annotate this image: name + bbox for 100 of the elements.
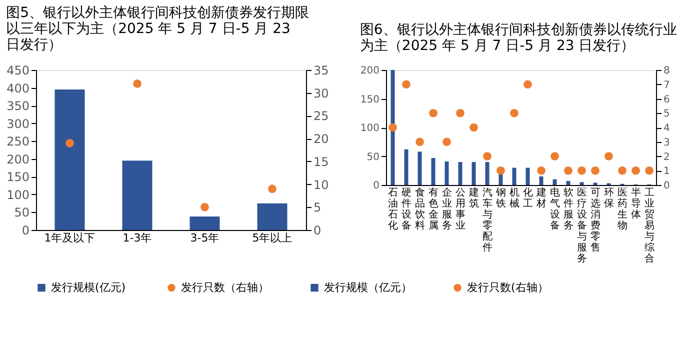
y2-tick-label: 5 bbox=[664, 108, 670, 120]
x-tick-label: 公用事业 bbox=[455, 186, 466, 232]
x-tick-label: 汽车与零配件 bbox=[482, 186, 492, 254]
y2-tick-label: 3 bbox=[664, 137, 670, 148]
y2-tick-label: 7 bbox=[664, 80, 670, 91]
x-tick-label: 1年及以下 bbox=[44, 232, 96, 244]
point bbox=[268, 184, 276, 194]
bar bbox=[54, 90, 85, 230]
bar bbox=[472, 162, 476, 185]
x-tick-label: 5年以上 bbox=[252, 232, 292, 244]
point bbox=[591, 166, 600, 175]
bar bbox=[458, 162, 462, 185]
point bbox=[442, 138, 451, 146]
y2-tick-label: 35 bbox=[314, 64, 329, 78]
y2-tick-label: 20 bbox=[314, 132, 329, 146]
bar bbox=[390, 70, 395, 185]
bar bbox=[418, 152, 422, 185]
y2-tick-label: 8 bbox=[664, 66, 670, 76]
y2-tick-label: 6 bbox=[664, 94, 670, 106]
y-tick-label: 150 bbox=[360, 94, 380, 106]
bar bbox=[552, 179, 557, 185]
bar bbox=[404, 149, 408, 185]
x-tick-label: 机械 bbox=[509, 186, 520, 210]
bar bbox=[539, 176, 544, 185]
legend-label: 发行只数（右轴） bbox=[181, 280, 269, 294]
point bbox=[388, 123, 397, 132]
y-tick-label: 450 bbox=[6, 64, 30, 78]
point bbox=[496, 166, 505, 175]
point bbox=[578, 166, 586, 175]
point bbox=[456, 108, 464, 118]
chart-title: 图5、银行以外主体银行间科技创新债券发行期限以三年以下为主（2025 年 5 月 7 日-5 月 23 日发行） bbox=[6, 5, 310, 53]
bar bbox=[498, 174, 503, 185]
bar bbox=[566, 180, 570, 185]
point bbox=[429, 108, 438, 118]
x-tick-label: 电气设备 bbox=[550, 186, 560, 232]
y-tick-label: 50 bbox=[366, 152, 380, 163]
y2-tick-label: 1 bbox=[664, 166, 670, 178]
y-tick-label: 300 bbox=[6, 116, 30, 131]
x-tick-label: 软件服务 bbox=[563, 186, 574, 232]
y2-tick-label: 4 bbox=[664, 123, 670, 134]
point bbox=[550, 152, 559, 160]
point bbox=[537, 166, 546, 175]
point bbox=[524, 80, 532, 89]
x-tick-label: 硬件设备 bbox=[401, 188, 412, 232]
y2-tick-label: 30 bbox=[314, 86, 329, 100]
point bbox=[510, 108, 518, 118]
x-tick-label: 1-3年 bbox=[122, 232, 152, 244]
bar bbox=[190, 216, 220, 230]
y-tick-label: 400 bbox=[6, 81, 30, 96]
point bbox=[618, 166, 626, 175]
y-tick-label: 350 bbox=[6, 99, 30, 114]
x-tick-label: 建筑 bbox=[468, 186, 479, 210]
chart-title: 图6、银行以外主体银行间科技创新债券以传统行业为主（2025 年 5 月 7 日-5 月 23 日发行） bbox=[360, 22, 677, 54]
point bbox=[470, 123, 478, 132]
legend-label: 发行只数(右轴） bbox=[467, 280, 548, 294]
y-tick-label: 100 bbox=[6, 188, 30, 202]
bar bbox=[122, 160, 152, 230]
y2-tick-label: 2 bbox=[664, 152, 670, 163]
y-tick-label: 200 bbox=[360, 66, 380, 76]
y2-tick-label: 0 bbox=[314, 224, 322, 238]
point bbox=[416, 138, 424, 146]
y2-tick-label: 25 bbox=[314, 109, 329, 124]
y-tick-label: 150 bbox=[6, 170, 30, 184]
y-tick-label: 0 bbox=[22, 224, 30, 238]
point bbox=[564, 166, 572, 175]
x-tick-label: 3-5年 bbox=[190, 232, 220, 244]
y-tick-label: 50 bbox=[14, 206, 30, 220]
legend-label: 发行规模(亿元) bbox=[51, 280, 126, 294]
point bbox=[604, 152, 613, 160]
y-tick-label: 250 bbox=[6, 134, 30, 149]
point bbox=[645, 166, 654, 175]
x-tick-label: 化工 bbox=[522, 186, 533, 210]
point bbox=[200, 202, 209, 212]
bar bbox=[431, 158, 436, 185]
x-tick-label: 半导体 bbox=[630, 186, 641, 220]
x-tick-label: 医药生物 bbox=[617, 188, 628, 232]
bar bbox=[512, 168, 516, 185]
x-tick-label: 企业服务 bbox=[442, 186, 452, 232]
point bbox=[66, 138, 74, 148]
x-tick-label: 环保 bbox=[604, 188, 614, 210]
point bbox=[632, 166, 640, 175]
point bbox=[483, 152, 492, 160]
x-tick-label: 建材 bbox=[535, 186, 546, 210]
x-tick-label: 食品饮料 bbox=[414, 186, 425, 232]
y-tick-label: 0 bbox=[373, 180, 380, 192]
bar bbox=[485, 162, 490, 185]
y-tick-label: 200 bbox=[6, 152, 30, 166]
y2-tick-label: 0 bbox=[664, 180, 670, 192]
y-tick-label: 100 bbox=[360, 123, 380, 134]
x-tick-label: 工业贸易与综合 bbox=[644, 188, 654, 264]
y2-tick-label: 15 bbox=[314, 154, 329, 169]
y2-tick-label: 10 bbox=[314, 178, 329, 192]
x-tick-label: 可选消费零售 bbox=[590, 188, 600, 254]
point bbox=[133, 80, 142, 88]
x-tick-label: 医疗设备与服务 bbox=[576, 188, 587, 264]
bar bbox=[444, 161, 449, 185]
legend-label: 发行规模（亿元） bbox=[324, 280, 412, 294]
y2-tick-label: 5 bbox=[314, 200, 322, 215]
x-tick-label: 有色金属 bbox=[428, 186, 438, 232]
point bbox=[402, 80, 410, 89]
